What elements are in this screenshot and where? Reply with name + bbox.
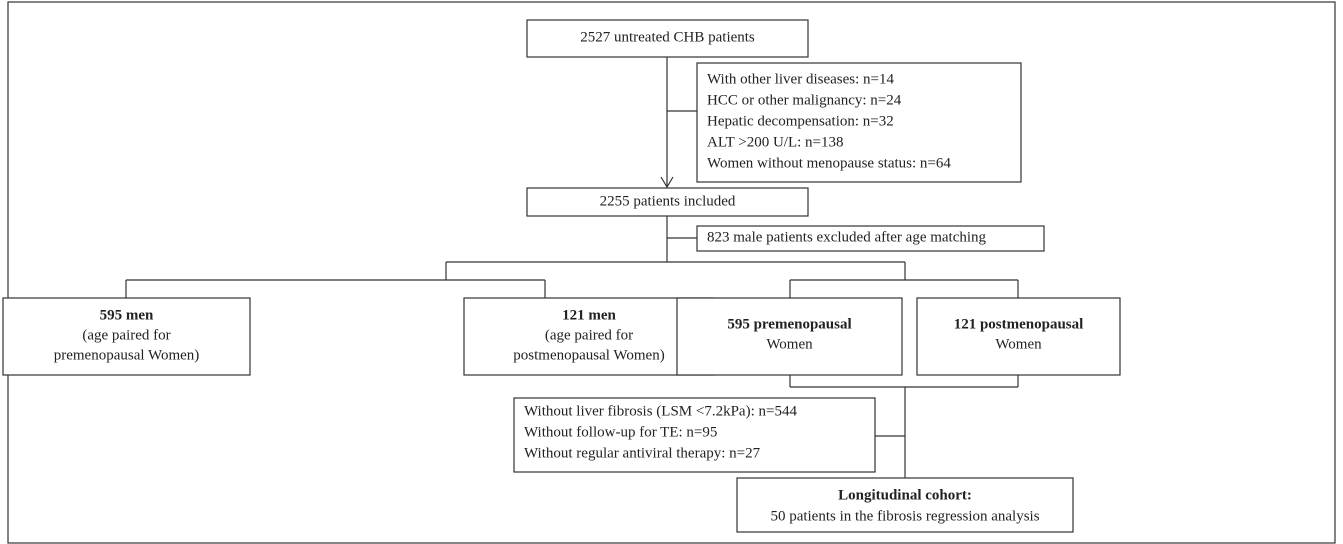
node-text: Women <box>766 336 813 352</box>
node-title: 121 postmenopausal <box>954 316 1084 332</box>
node-box <box>676 297 903 376</box>
connectors <box>125 57 1019 478</box>
node: Longitudinal cohort: 50 patients in the f… <box>736 477 1074 533</box>
node: 121 men (age paired for postmenopausal Wom… <box>463 297 715 376</box>
node-box <box>696 225 1045 252</box>
node: 121 postmenopausal Women <box>916 297 1121 376</box>
node-box <box>696 62 1022 183</box>
node-text: Women <box>995 336 1042 352</box>
node-text: Without regular antiviral therapy: n=27 <box>524 445 761 461</box>
node: 595 men (age paired for premenopausal Wome… <box>2 297 251 376</box>
node-text: (age paired for <box>82 327 170 343</box>
node-text: Women without menopause status: n=64 <box>707 155 951 171</box>
node-text: Hepatic decompensation: n=32 <box>707 113 894 129</box>
node-box <box>2 297 251 376</box>
node-box <box>463 297 715 376</box>
node-text: Without follow-up for TE: n=95 <box>524 424 717 440</box>
node: Without liver fibrosis (LSM <7.2kPa): n=… <box>513 397 876 473</box>
node-title: 595 men <box>100 307 154 323</box>
node: 823 male patients excluded after age mat… <box>696 225 1045 252</box>
node-text: 2527 untreated CHB patients <box>580 29 755 45</box>
node-text: ALT >200 U/L: n=138 <box>707 134 844 150</box>
node-box <box>736 477 1074 533</box>
node-text: postmenopausal Women) <box>513 347 664 363</box>
node-text: 823 male patients excluded after age mat… <box>707 229 987 245</box>
node-box <box>526 187 809 217</box>
node-text: 50 patients in the fibrosis regression a… <box>770 508 1039 524</box>
node-box <box>513 397 876 473</box>
node: 2527 untreated CHB patients <box>526 19 809 58</box>
node-title: 595 premenopausal <box>727 316 851 332</box>
node-box <box>916 297 1121 376</box>
node-title: Longitudinal cohort: <box>838 487 972 503</box>
node-title: 121 men <box>562 307 616 323</box>
node-text: (age paired for <box>545 327 633 343</box>
node-text: HCC or other malignancy: n=24 <box>707 92 902 108</box>
node-text: 2255 patients included <box>600 193 736 209</box>
node: 595 premenopausal Women <box>676 297 903 376</box>
node-text: premenopausal Women) <box>54 347 200 363</box>
node-text: Without liver fibrosis (LSM <7.2kPa): n=… <box>524 403 797 419</box>
node-text: With other liver diseases: n=14 <box>707 71 894 87</box>
node: With other liver diseases: n=14 HCC or ot… <box>696 62 1022 183</box>
node: 2255 patients included <box>526 187 809 217</box>
node-box <box>526 19 809 58</box>
